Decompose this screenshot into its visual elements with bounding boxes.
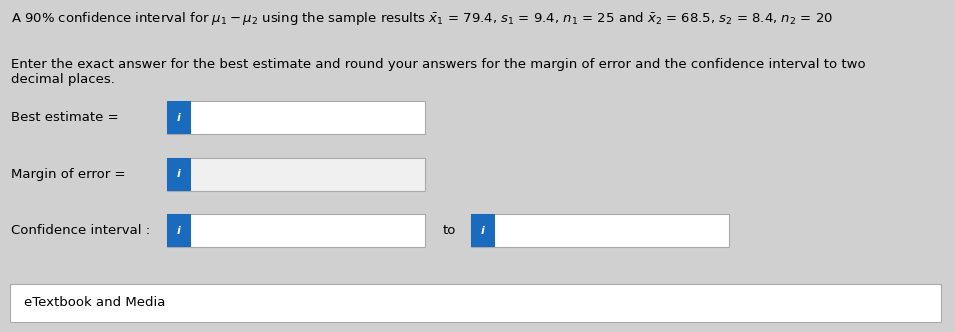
Text: i: i — [177, 113, 181, 123]
Text: Best estimate =: Best estimate = — [11, 111, 119, 124]
Text: Enter the exact answer for the best estimate and round your answers for the marg: Enter the exact answer for the best esti… — [11, 58, 866, 86]
FancyBboxPatch shape — [167, 214, 191, 247]
Text: Confidence interval :: Confidence interval : — [11, 224, 151, 237]
FancyBboxPatch shape — [167, 101, 191, 134]
FancyBboxPatch shape — [167, 158, 191, 191]
Text: Margin of error =: Margin of error = — [11, 168, 126, 181]
FancyBboxPatch shape — [167, 101, 425, 134]
Text: i: i — [177, 226, 181, 236]
FancyBboxPatch shape — [471, 214, 729, 247]
Text: A 90% confidence interval for $\mu_1 - \mu_2$ using the sample results $\bar{x}_: A 90% confidence interval for $\mu_1 - \… — [11, 10, 834, 27]
FancyBboxPatch shape — [471, 214, 495, 247]
Text: to: to — [442, 224, 456, 237]
Text: i: i — [480, 226, 485, 236]
FancyBboxPatch shape — [167, 158, 425, 191]
Text: i: i — [177, 169, 181, 179]
Text: eTextbook and Media: eTextbook and Media — [24, 296, 165, 309]
FancyBboxPatch shape — [167, 214, 425, 247]
FancyBboxPatch shape — [10, 284, 941, 322]
